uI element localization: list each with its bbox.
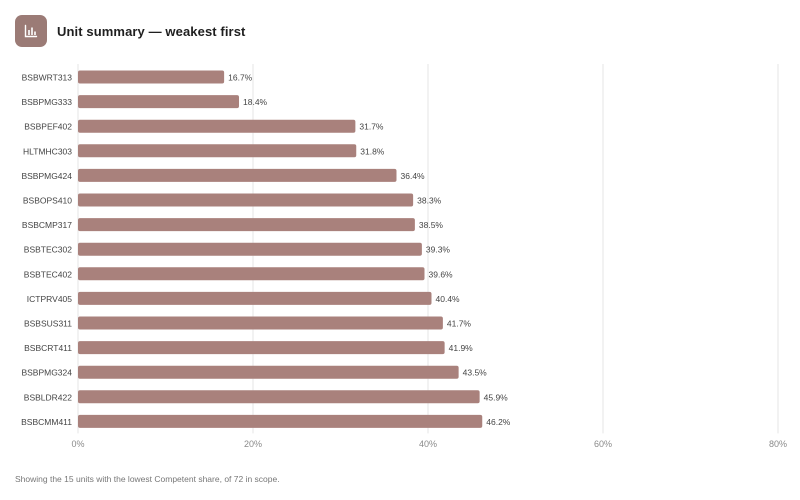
- x-tick-label: 0%: [71, 439, 84, 449]
- data-label: 36.4%: [401, 171, 426, 181]
- category-label: BSBPMG324: [21, 368, 72, 378]
- bar: [78, 70, 225, 84]
- data-label: 38.3%: [417, 196, 442, 206]
- bar: [78, 168, 397, 182]
- x-tick-label: 80%: [769, 439, 787, 449]
- data-label: 41.7%: [447, 319, 472, 329]
- bar: [78, 341, 445, 355]
- bar: [78, 119, 356, 133]
- data-label: 31.7%: [359, 122, 384, 132]
- bar: [78, 218, 415, 232]
- category-label: BSBTEC402: [24, 269, 72, 279]
- category-label: BSBSUS311: [24, 319, 72, 329]
- category-label: BSBLDR422: [24, 392, 72, 402]
- bar: [78, 144, 357, 158]
- bar: [78, 291, 432, 305]
- bar: [78, 316, 443, 330]
- x-tick-label: 40%: [419, 439, 437, 449]
- bar: [78, 365, 459, 379]
- category-label: BSBPMG424: [21, 171, 72, 181]
- data-label: 41.9%: [449, 343, 474, 353]
- bar: [78, 390, 480, 404]
- data-label: 16.7%: [228, 73, 253, 83]
- category-label: BSBCMM411: [21, 417, 72, 427]
- data-label: 39.3%: [426, 245, 451, 255]
- category-label: BSBCMP317: [22, 220, 72, 230]
- bar: [78, 193, 414, 207]
- data-label: 45.9%: [484, 392, 509, 402]
- data-label: 18.4%: [243, 97, 268, 107]
- bar: [78, 242, 422, 256]
- data-label: 43.5%: [463, 368, 488, 378]
- data-label: 40.4%: [436, 294, 461, 304]
- category-label: BSBCRT411: [24, 343, 72, 353]
- category-label: BSBWRT313: [22, 73, 73, 83]
- category-label: BSBPEF402: [24, 122, 72, 132]
- data-label: 39.6%: [429, 269, 454, 279]
- chart-footnote: Showing the 15 units with the lowest Com…: [15, 474, 280, 484]
- bar: [78, 414, 483, 428]
- chart-title: Unit summary — weakest first: [57, 23, 246, 39]
- x-tick-label: 60%: [594, 439, 612, 449]
- bar: [78, 95, 239, 109]
- category-label: HLTMHC303: [23, 146, 72, 156]
- category-label: ICTPRV405: [27, 294, 72, 304]
- x-tick-label: 20%: [244, 439, 262, 449]
- category-label: BSBTEC302: [24, 245, 72, 255]
- bar-chart-icon: [15, 15, 47, 47]
- bar: [78, 267, 425, 281]
- category-label: BSBOPS410: [23, 196, 72, 206]
- chart-header: Unit summary — weakest first: [15, 15, 245, 47]
- category-label: BSBPMG333: [21, 97, 72, 107]
- data-label: 31.8%: [360, 146, 385, 156]
- data-label: 46.2%: [486, 417, 511, 427]
- data-label: 38.5%: [419, 220, 444, 230]
